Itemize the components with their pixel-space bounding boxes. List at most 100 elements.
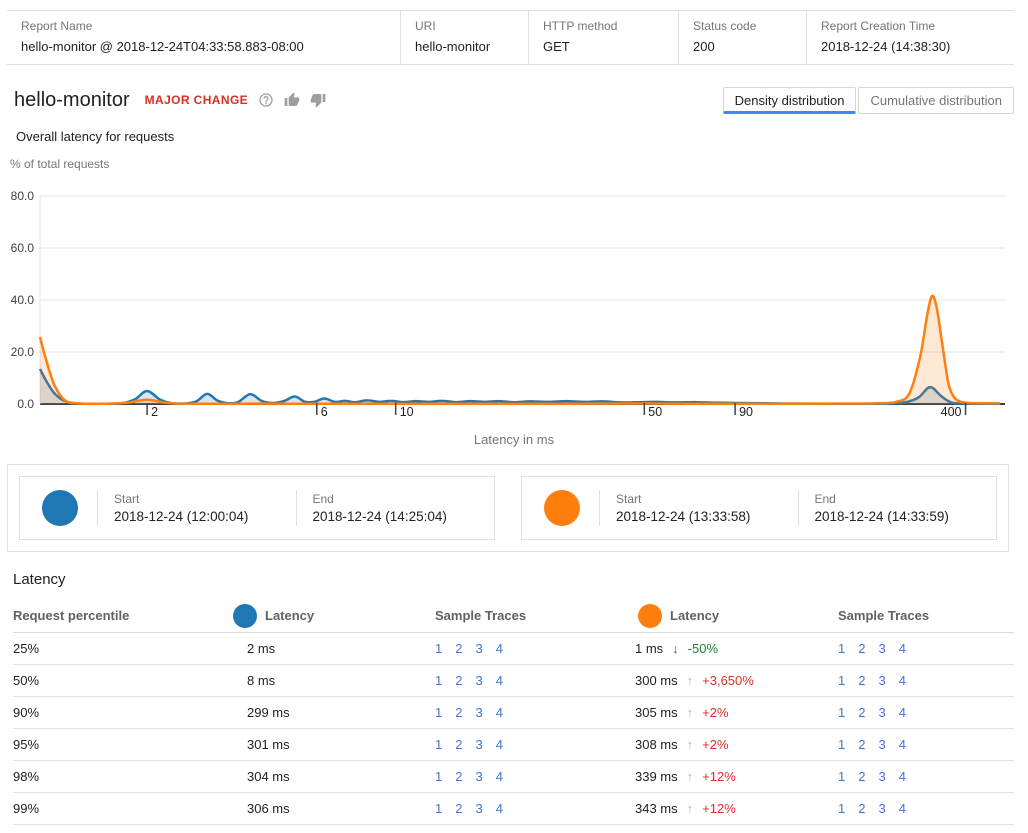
trace-link-3[interactable]: 3 bbox=[475, 673, 483, 688]
trace-link-1[interactable]: 1 bbox=[838, 673, 846, 688]
trace-link-3[interactable]: 3 bbox=[475, 769, 483, 784]
trace-link-1[interactable]: 1 bbox=[435, 769, 443, 784]
trace-link-2[interactable]: 2 bbox=[858, 737, 866, 752]
trace-link-3[interactable]: 3 bbox=[878, 737, 886, 752]
trace-link-4[interactable]: 4 bbox=[495, 673, 503, 688]
trace-link-3[interactable]: 3 bbox=[475, 801, 483, 816]
trace-link-2[interactable]: 2 bbox=[455, 769, 463, 784]
column-header-label: Sample Traces bbox=[435, 608, 527, 623]
trace-link-4[interactable]: 4 bbox=[898, 801, 906, 816]
trace-link-1[interactable]: 1 bbox=[838, 705, 846, 720]
legend-end: End 2018-12-24 (14:33:59) bbox=[799, 492, 997, 524]
legend-start-label: Start bbox=[114, 492, 140, 506]
chart-y-axis-title: % of total requests bbox=[10, 157, 110, 171]
trace-link-2[interactable]: 2 bbox=[858, 673, 866, 688]
latency-chart-area: 0.0 20.0 40.0 60.0 80.0 2 6 10 50 90 400 Latency i… bbox=[0, 184, 1028, 447]
header-field-value: hello-monitor bbox=[415, 39, 491, 54]
trace-link-1[interactable]: 1 bbox=[435, 705, 443, 720]
trace-link-1[interactable]: 1 bbox=[435, 737, 443, 752]
divider bbox=[797, 490, 799, 526]
trace-link-2[interactable]: 2 bbox=[455, 641, 463, 656]
trace-link-2[interactable]: 2 bbox=[455, 801, 463, 816]
trace-link-1[interactable]: 1 bbox=[435, 641, 443, 656]
trace-link-2[interactable]: 2 bbox=[858, 705, 866, 720]
percent-change: +12% bbox=[702, 801, 736, 816]
legend-end-value: 2018-12-24 (14:25:04) bbox=[312, 509, 447, 524]
title-row: hello-monitor MAJOR CHANGE Density distr… bbox=[14, 86, 1014, 114]
series-line-0 bbox=[38, 368, 1000, 406]
trace-link-1[interactable]: 1 bbox=[838, 769, 846, 784]
trace-link-3[interactable]: 3 bbox=[878, 641, 886, 656]
baseline-latency-cell: 2 ms bbox=[247, 641, 276, 656]
arrow-up-icon: ↑ bbox=[686, 673, 694, 688]
y-tick-label: 60.0 bbox=[11, 241, 35, 255]
percent-change: +2% bbox=[702, 737, 729, 752]
header-field-label: URI bbox=[415, 19, 436, 33]
comparison-latency-cell: 1 ms ↓ -50% bbox=[635, 641, 838, 656]
density-distribution-tab[interactable]: Density distribution bbox=[722, 86, 857, 114]
column-header-label: Latency bbox=[265, 608, 315, 623]
trace-link-1[interactable]: 1 bbox=[838, 641, 846, 656]
trace-link-1[interactable]: 1 bbox=[435, 801, 443, 816]
trace-link-4[interactable]: 4 bbox=[898, 641, 906, 656]
chart-subtitle: Overall latency for requests bbox=[16, 129, 175, 144]
x-tick-label: 400 bbox=[941, 405, 962, 419]
x-tick-label: 6 bbox=[321, 405, 328, 419]
trace-link-4[interactable]: 4 bbox=[495, 705, 503, 720]
cumulative-distribution-tab[interactable]: Cumulative distribution bbox=[858, 86, 1014, 114]
trace-link-2[interactable]: 2 bbox=[858, 801, 866, 816]
trace-link-3[interactable]: 3 bbox=[475, 705, 483, 720]
trace-link-4[interactable]: 4 bbox=[898, 769, 906, 784]
baseline-latency-cell: 299 ms bbox=[247, 705, 290, 720]
thumbs-down-button[interactable] bbox=[310, 92, 326, 108]
legend-start-value: 2018-12-24 (12:00:04) bbox=[114, 509, 249, 524]
trace-link-3[interactable]: 3 bbox=[878, 801, 886, 816]
baseline-latency-cell: 304 ms bbox=[247, 769, 290, 784]
header-field-label: Status code bbox=[693, 19, 757, 33]
comparison-latency-value: 1 ms bbox=[635, 641, 664, 656]
help-button[interactable] bbox=[258, 92, 274, 108]
trace-link-2[interactable]: 2 bbox=[858, 769, 866, 784]
trace-link-1[interactable]: 1 bbox=[838, 737, 846, 752]
legend-card-1: Start 2018-12-24 (13:33:58) End 2018-12-24 … bbox=[521, 476, 997, 540]
series-color-dot bbox=[233, 603, 257, 628]
percentile-cell: 99% bbox=[13, 801, 40, 816]
arrow-up-icon: ↑ bbox=[686, 801, 694, 816]
y-tick-label: 0.0 bbox=[17, 397, 34, 411]
column-header-label: Latency bbox=[670, 608, 720, 623]
percentile-cell: 90% bbox=[13, 705, 40, 720]
trace-link-4[interactable]: 4 bbox=[898, 737, 906, 752]
legend-end-label: End bbox=[312, 492, 334, 506]
major-change-badge: MAJOR CHANGE bbox=[144, 93, 249, 107]
y-tick-label: 20.0 bbox=[11, 345, 35, 359]
trace-link-4[interactable]: 4 bbox=[898, 705, 906, 720]
trace-link-3[interactable]: 3 bbox=[475, 737, 483, 752]
y-tick-label: 80.0 bbox=[11, 189, 35, 203]
trace-link-3[interactable]: 3 bbox=[475, 641, 483, 656]
trace-link-2[interactable]: 2 bbox=[455, 737, 463, 752]
percentile-cell: 95% bbox=[13, 737, 40, 752]
header-field-value: 200 bbox=[693, 39, 715, 54]
header-field-label: Report Creation Time bbox=[821, 19, 936, 33]
trace-link-3[interactable]: 3 bbox=[878, 673, 886, 688]
trace-link-3[interactable]: 3 bbox=[878, 705, 886, 720]
trace-link-4[interactable]: 4 bbox=[495, 801, 503, 816]
trace-link-2[interactable]: 2 bbox=[455, 673, 463, 688]
trace-link-2[interactable]: 2 bbox=[455, 705, 463, 720]
trace-link-4[interactable]: 4 bbox=[495, 641, 503, 656]
thumbs-up-button[interactable] bbox=[284, 92, 300, 108]
trace-link-2[interactable]: 2 bbox=[858, 641, 866, 656]
comparison-latency-value: 339 ms bbox=[635, 769, 678, 784]
trace-link-1[interactable]: 1 bbox=[435, 673, 443, 688]
trace-link-4[interactable]: 4 bbox=[495, 769, 503, 784]
trace-link-3[interactable]: 3 bbox=[878, 769, 886, 784]
column-header-label: Sample Traces bbox=[838, 608, 930, 623]
series-color-dot bbox=[544, 490, 580, 526]
trace-link-1[interactable]: 1 bbox=[838, 801, 846, 816]
trace-link-4[interactable]: 4 bbox=[898, 673, 906, 688]
trace-link-4[interactable]: 4 bbox=[495, 737, 503, 752]
